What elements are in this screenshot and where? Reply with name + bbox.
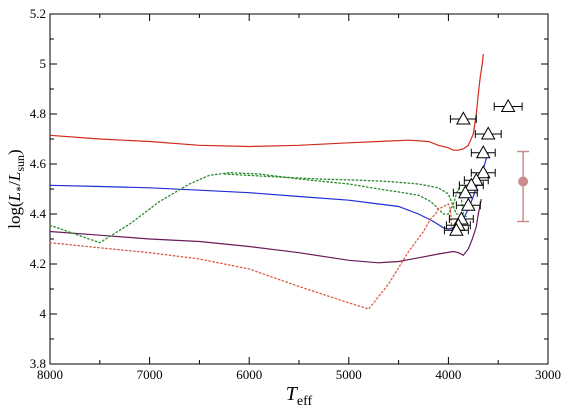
x-tick-label: 6000 [236,367,262,382]
x-axis-title: Teff [286,383,313,409]
y-tick-label: 4.2 [30,256,46,271]
x-tick-label: 4000 [435,367,461,382]
y-axis-title-part-5: sun [13,155,27,172]
y-ticks: 3.8 4 4.2 4.4 4.6 4.8 5 5.2 [30,6,548,371]
x-ticks: 8000 7000 6000 5000 4000 3000 [37,14,561,382]
track-line-1 [49,152,489,230]
x-tick-label: 3000 [535,367,561,382]
y-tick-label: 4.4 [30,206,47,221]
track-line-0 [49,53,484,151]
x-axis-title-sub: eff [297,394,313,409]
observation-marker [475,165,491,179]
evolutionary-tracks [49,53,489,310]
plot-area: 8000 7000 6000 5000 4000 3000 3.8 4 4.2 4.4 4.6 4.… [30,6,561,382]
y-axis-title-part-2: * [13,186,27,192]
observation-marker [475,145,491,159]
reference-point [517,150,530,223]
track-line-2 [49,198,482,264]
y-axis-title-part-6: ) [5,149,24,155]
y-axis-title-part-1: L [5,192,24,202]
x-axis-title-main: T [286,383,299,405]
y-axis-title-part-0: log( [5,201,24,229]
y-tick-label: 5.2 [30,6,46,21]
x-tick-label: 8000 [37,367,63,382]
observation-marker [480,126,496,140]
y-tick-label: 3.8 [30,356,46,371]
observation-marker [460,197,476,211]
observation-marker [463,177,479,191]
track-line-3 [49,172,467,244]
y-axis-title-part-3: / [5,181,24,186]
y-tick-label: 4.6 [30,156,47,171]
reference-marker [518,176,529,187]
x-tick-label: 7000 [137,367,163,382]
y-tick-label: 4 [40,306,47,321]
x-tick-label: 5000 [336,367,362,382]
observation-marker [457,185,473,199]
y-axis-title: log(L*/Lsun) [5,149,27,228]
observation-marker [455,111,471,125]
y-tick-label: 4.8 [30,106,46,121]
track-line-5 [49,203,456,310]
observation-marker [449,222,464,236]
track-line-4 [223,173,460,215]
y-tick-label: 5 [40,56,47,71]
y-axis-title-part-4: L [5,172,24,182]
observations [443,98,523,236]
observation-marker [500,98,516,112]
